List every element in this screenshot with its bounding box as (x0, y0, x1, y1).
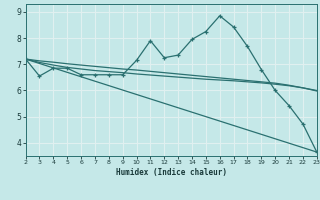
X-axis label: Humidex (Indice chaleur): Humidex (Indice chaleur) (116, 168, 227, 177)
